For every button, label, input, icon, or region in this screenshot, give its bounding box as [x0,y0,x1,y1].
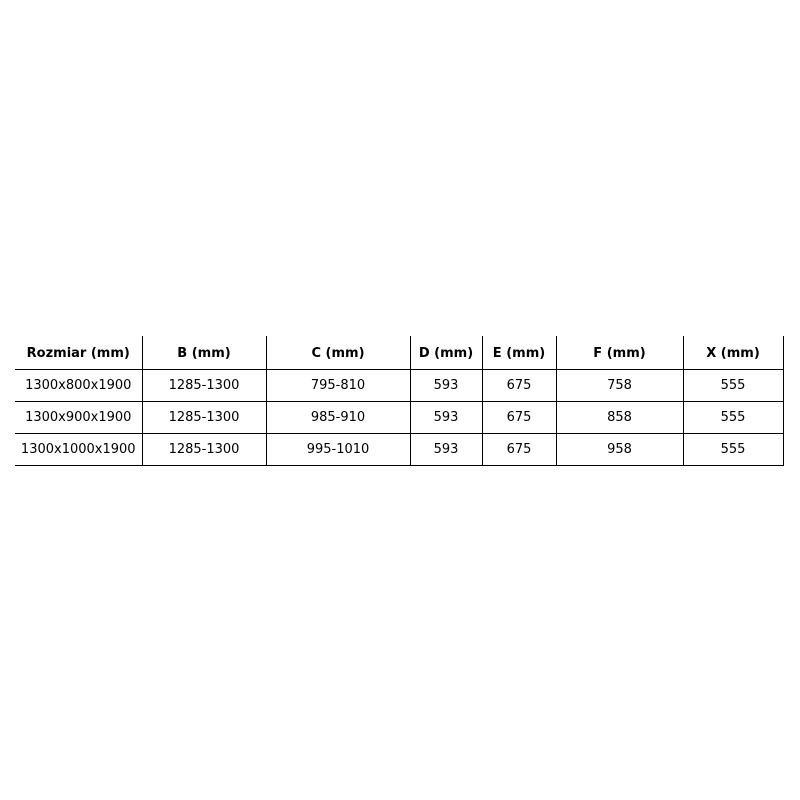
cell-c: 995-1010 [266,433,411,466]
header-row: Rozmiar (mm) B (mm) C (mm) D (mm) E (mm)… [15,336,784,370]
cell-c: 795-810 [266,369,411,402]
header-f: F (mm) [556,336,684,370]
header-c: C (mm) [266,336,411,370]
cell-size: 1300x900x1900 [15,401,143,434]
cell-b: 1285-1300 [142,401,267,434]
cell-e: 675 [482,369,557,402]
cell-x: 555 [683,433,784,466]
cell-size: 1300x1000x1900 [15,433,143,466]
cell-size: 1300x800x1900 [15,369,143,402]
cell-x: 555 [683,369,784,402]
cell-c: 985-910 [266,401,411,434]
cell-e: 675 [482,401,557,434]
cell-d: 593 [410,401,483,434]
cell-b: 1285-1300 [142,433,267,466]
cell-e: 675 [482,433,557,466]
cell-b: 1285-1300 [142,369,267,402]
cell-f: 958 [556,433,684,466]
table-row: 1300x800x1900 1285-1300 795-810 593 675 … [15,369,784,402]
header-x: X (mm) [683,336,784,370]
cell-f: 858 [556,401,684,434]
cell-f: 758 [556,369,684,402]
dimensions-table: Rozmiar (mm) B (mm) C (mm) D (mm) E (mm)… [15,336,784,466]
cell-x: 555 [683,401,784,434]
cell-d: 593 [410,433,483,466]
table-row: 1300x900x1900 1285-1300 985-910 593 675 … [15,401,784,434]
table-row: 1300x1000x1900 1285-1300 995-1010 593 67… [15,433,784,466]
header-size: Rozmiar (mm) [15,336,143,370]
header-b: B (mm) [142,336,267,370]
header-d: D (mm) [410,336,483,370]
header-e: E (mm) [482,336,557,370]
cell-d: 593 [410,369,483,402]
